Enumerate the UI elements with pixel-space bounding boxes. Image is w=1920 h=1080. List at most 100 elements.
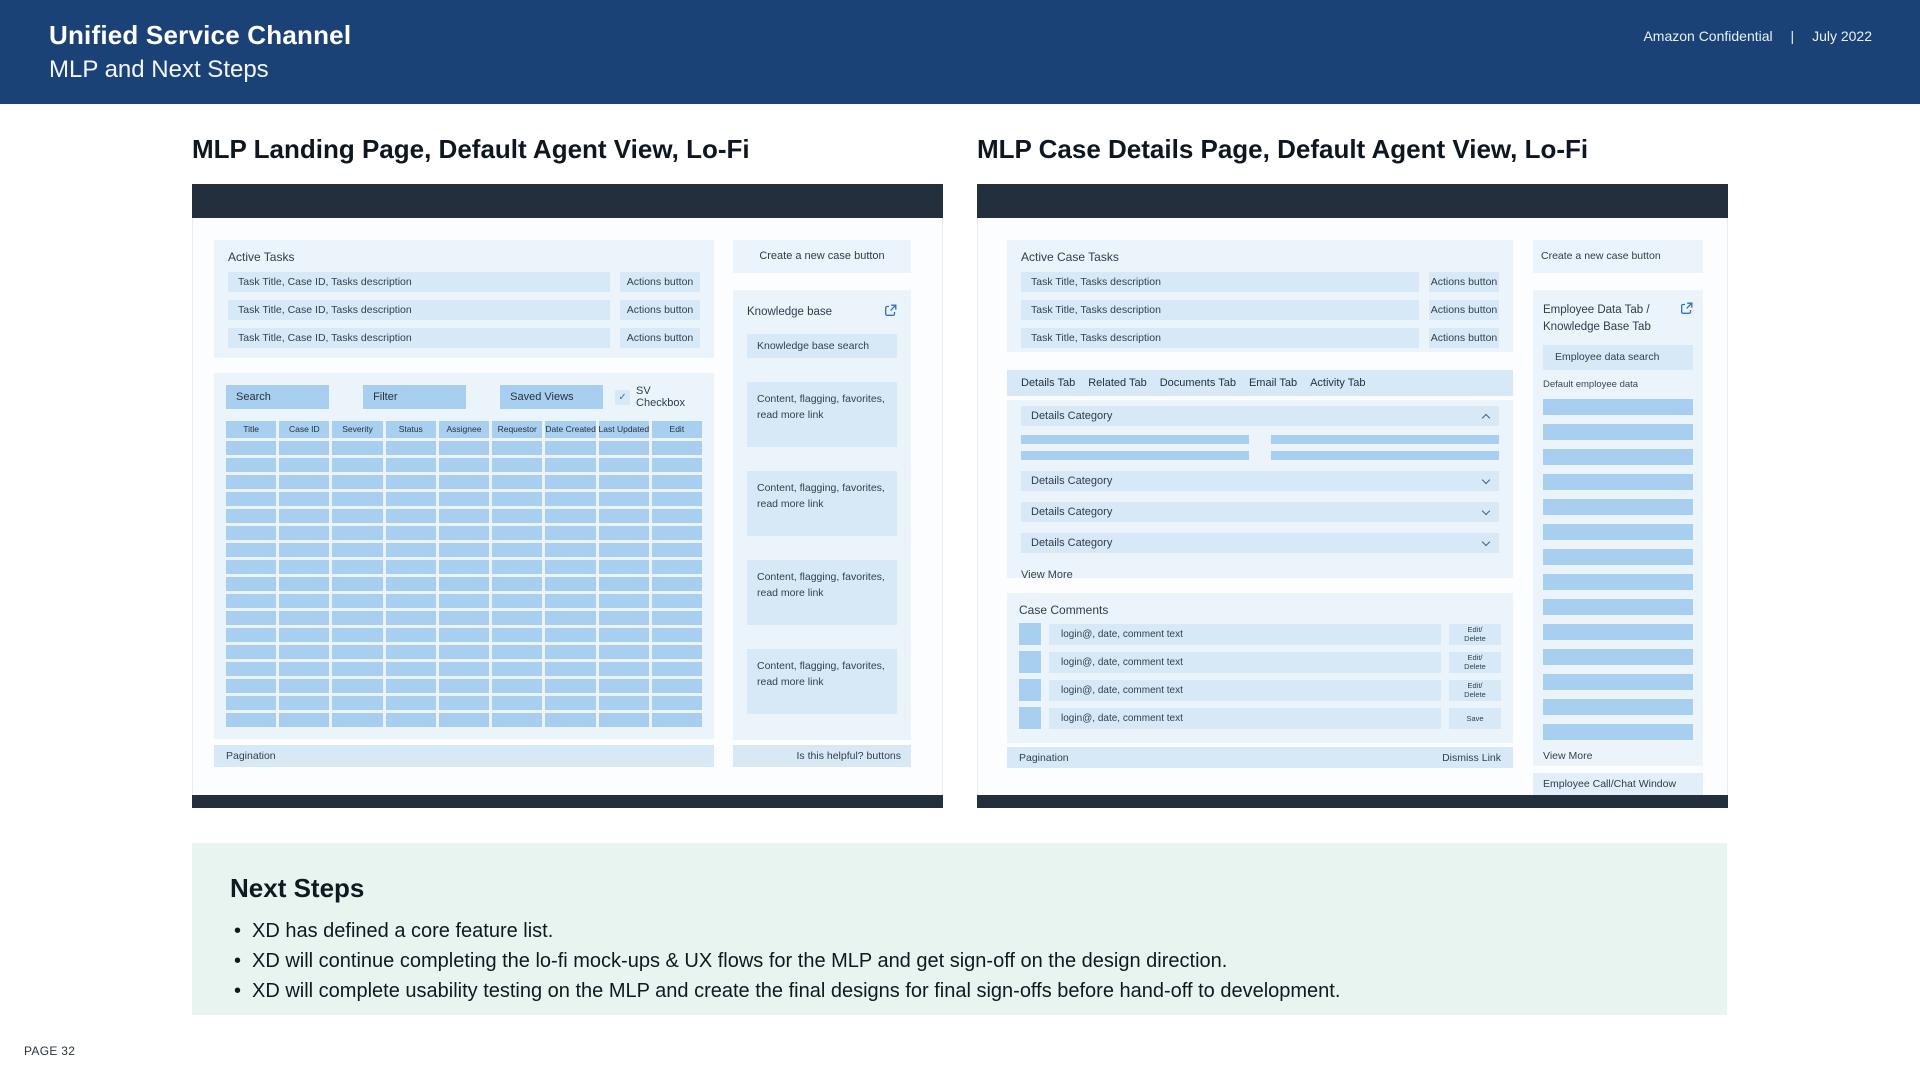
search-input[interactable]: Search <box>226 385 330 409</box>
table-cell <box>651 594 702 608</box>
tab-email[interactable]: Email Tab <box>1248 377 1298 389</box>
table-row[interactable] <box>226 696 702 710</box>
field-bar <box>1021 435 1249 444</box>
table-cell <box>545 458 596 472</box>
saved-views-dropdown[interactable]: Saved Views <box>500 385 604 409</box>
tab-activity[interactable]: Activity Tab <box>1310 377 1366 389</box>
task-actions-button[interactable]: Actions button <box>620 300 700 320</box>
table-cell <box>438 526 490 540</box>
case-grid-panel: Search Filter Saved Views ✓ SV Checkbox … <box>214 373 714 739</box>
table-cell <box>598 526 649 540</box>
table-cell <box>385 458 436 472</box>
task-actions-button[interactable]: Actions button <box>620 328 700 348</box>
table-row[interactable] <box>226 662 702 676</box>
table-cell <box>598 560 649 574</box>
employee-data-search-input[interactable]: Employee data search <box>1543 345 1693 371</box>
knowledge-card[interactable]: Content, flagging, favorites, read more … <box>747 648 897 714</box>
create-case-button[interactable]: Create a new case button <box>1533 240 1703 273</box>
create-case-button[interactable]: Create a new case button <box>733 240 911 273</box>
case-task-row[interactable]: Task Title, Tasks description Actions bu… <box>1021 328 1499 348</box>
knowledge-card[interactable]: Content, flagging, favorites, read more … <box>747 559 897 625</box>
employee-data-bar <box>1543 674 1693 691</box>
column-header-edit[interactable]: Edit <box>651 421 702 438</box>
table-row[interactable] <box>226 441 702 455</box>
task-actions-button[interactable]: Actions button <box>620 272 700 292</box>
pagination-bar[interactable]: Pagination <box>214 745 714 767</box>
save-button[interactable]: Save <box>1449 707 1501 729</box>
column-header-requestor[interactable]: Requestor <box>492 421 543 438</box>
external-link-icon[interactable] <box>1680 302 1693 315</box>
task-summary[interactable]: Task Title, Case ID, Tasks description <box>228 328 610 348</box>
sv-checkbox[interactable]: ✓ <box>615 389 631 405</box>
case-task-actions-button[interactable]: Actions button <box>1429 328 1499 348</box>
column-header-severity[interactable]: Severity <box>332 421 383 438</box>
table-cell <box>545 628 596 642</box>
pagination-label[interactable]: Pagination <box>1019 751 1069 764</box>
column-header-title[interactable]: Title <box>226 421 277 438</box>
table-row[interactable] <box>226 713 702 727</box>
task-row[interactable]: Task Title, Case ID, Tasks description A… <box>228 328 700 348</box>
table-row[interactable] <box>226 560 702 574</box>
table-row[interactable] <box>226 492 702 506</box>
edit-delete-button[interactable]: Edit/ Delete <box>1449 679 1501 701</box>
table-row[interactable] <box>226 526 702 540</box>
table-row[interactable] <box>226 475 702 489</box>
details-category-collapsed[interactable]: Details Category <box>1021 471 1499 491</box>
case-task-summary[interactable]: Task Title, Tasks description <box>1021 328 1419 348</box>
task-summary[interactable]: Task Title, Case ID, Tasks description <box>228 272 610 292</box>
helpful-buttons-bar[interactable]: Is this helpful? buttons <box>733 745 911 767</box>
table-row[interactable] <box>226 628 702 642</box>
tab-details[interactable]: Details Tab <box>1021 377 1076 389</box>
table-row[interactable] <box>226 577 702 591</box>
case-task-actions-button[interactable]: Actions button <box>1429 300 1499 320</box>
details-category-collapsed[interactable]: Details Category <box>1021 533 1499 553</box>
column-header-date-created[interactable]: Date Created <box>545 421 596 438</box>
tab-documents[interactable]: Documents Tab <box>1159 377 1236 389</box>
column-header-assignee[interactable]: Assignee <box>438 421 490 438</box>
details-category-expanded[interactable]: Details Category <box>1021 406 1499 426</box>
knowledge-card[interactable]: Content, flagging, favorites, read more … <box>747 381 897 447</box>
case-task-row[interactable]: Task Title, Tasks description Actions bu… <box>1021 272 1499 292</box>
table-cell <box>598 713 649 727</box>
dismiss-link[interactable]: Dismiss Link <box>1442 751 1501 764</box>
table-cell <box>598 645 649 659</box>
knowledge-card[interactable]: Content, flagging, favorites, read more … <box>747 470 897 536</box>
table-row[interactable] <box>226 458 702 472</box>
table-cell <box>226 645 277 659</box>
details-category-collapsed[interactable]: Details Category <box>1021 502 1499 522</box>
case-task-summary[interactable]: Task Title, Tasks description <box>1021 300 1419 320</box>
case-pagination-bar[interactable]: Pagination Dismiss Link <box>1007 747 1513 768</box>
button-line: Delete <box>1464 634 1486 643</box>
case-task-summary[interactable]: Task Title, Tasks description <box>1021 272 1419 292</box>
external-link-icon[interactable] <box>884 304 897 317</box>
employee-data-bar <box>1543 699 1693 716</box>
column-header-case-id[interactable]: Case ID <box>279 421 330 438</box>
comment-input[interactable]: login@, date, comment text <box>1049 707 1441 729</box>
edit-delete-button[interactable]: Edit/ Delete <box>1449 623 1501 645</box>
edit-delete-button[interactable]: Edit/ Delete <box>1449 651 1501 673</box>
table-row[interactable] <box>226 509 702 523</box>
case-task-row[interactable]: Task Title, Tasks description Actions bu… <box>1021 300 1499 320</box>
knowledge-base-search-input[interactable]: Knowledge base search <box>747 333 897 358</box>
view-more-link[interactable]: View More <box>1543 750 1593 763</box>
table-row[interactable] <box>226 645 702 659</box>
table-cell <box>492 679 543 693</box>
table-row[interactable] <box>226 679 702 693</box>
table-cell <box>438 645 490 659</box>
column-header-status[interactable]: Status <box>385 421 436 438</box>
table-row[interactable] <box>226 611 702 625</box>
tab-related[interactable]: Related Tab <box>1088 377 1147 389</box>
column-header-last-updated[interactable]: Last Updated <box>598 421 649 438</box>
task-row[interactable]: Task Title, Case ID, Tasks description A… <box>228 272 700 292</box>
page-header: Unified Service Channel MLP and Next Ste… <box>0 0 1920 104</box>
table-cell <box>651 696 702 710</box>
table-cell <box>598 543 649 557</box>
case-task-actions-button[interactable]: Actions button <box>1429 272 1499 292</box>
task-row[interactable]: Task Title, Case ID, Tasks description A… <box>228 300 700 320</box>
table-cell <box>332 543 383 557</box>
table-row[interactable] <box>226 594 702 608</box>
task-summary[interactable]: Task Title, Case ID, Tasks description <box>228 300 610 320</box>
table-row[interactable] <box>226 543 702 557</box>
view-more-link[interactable]: View More <box>1021 569 1073 581</box>
filter-dropdown[interactable]: Filter <box>363 385 467 409</box>
